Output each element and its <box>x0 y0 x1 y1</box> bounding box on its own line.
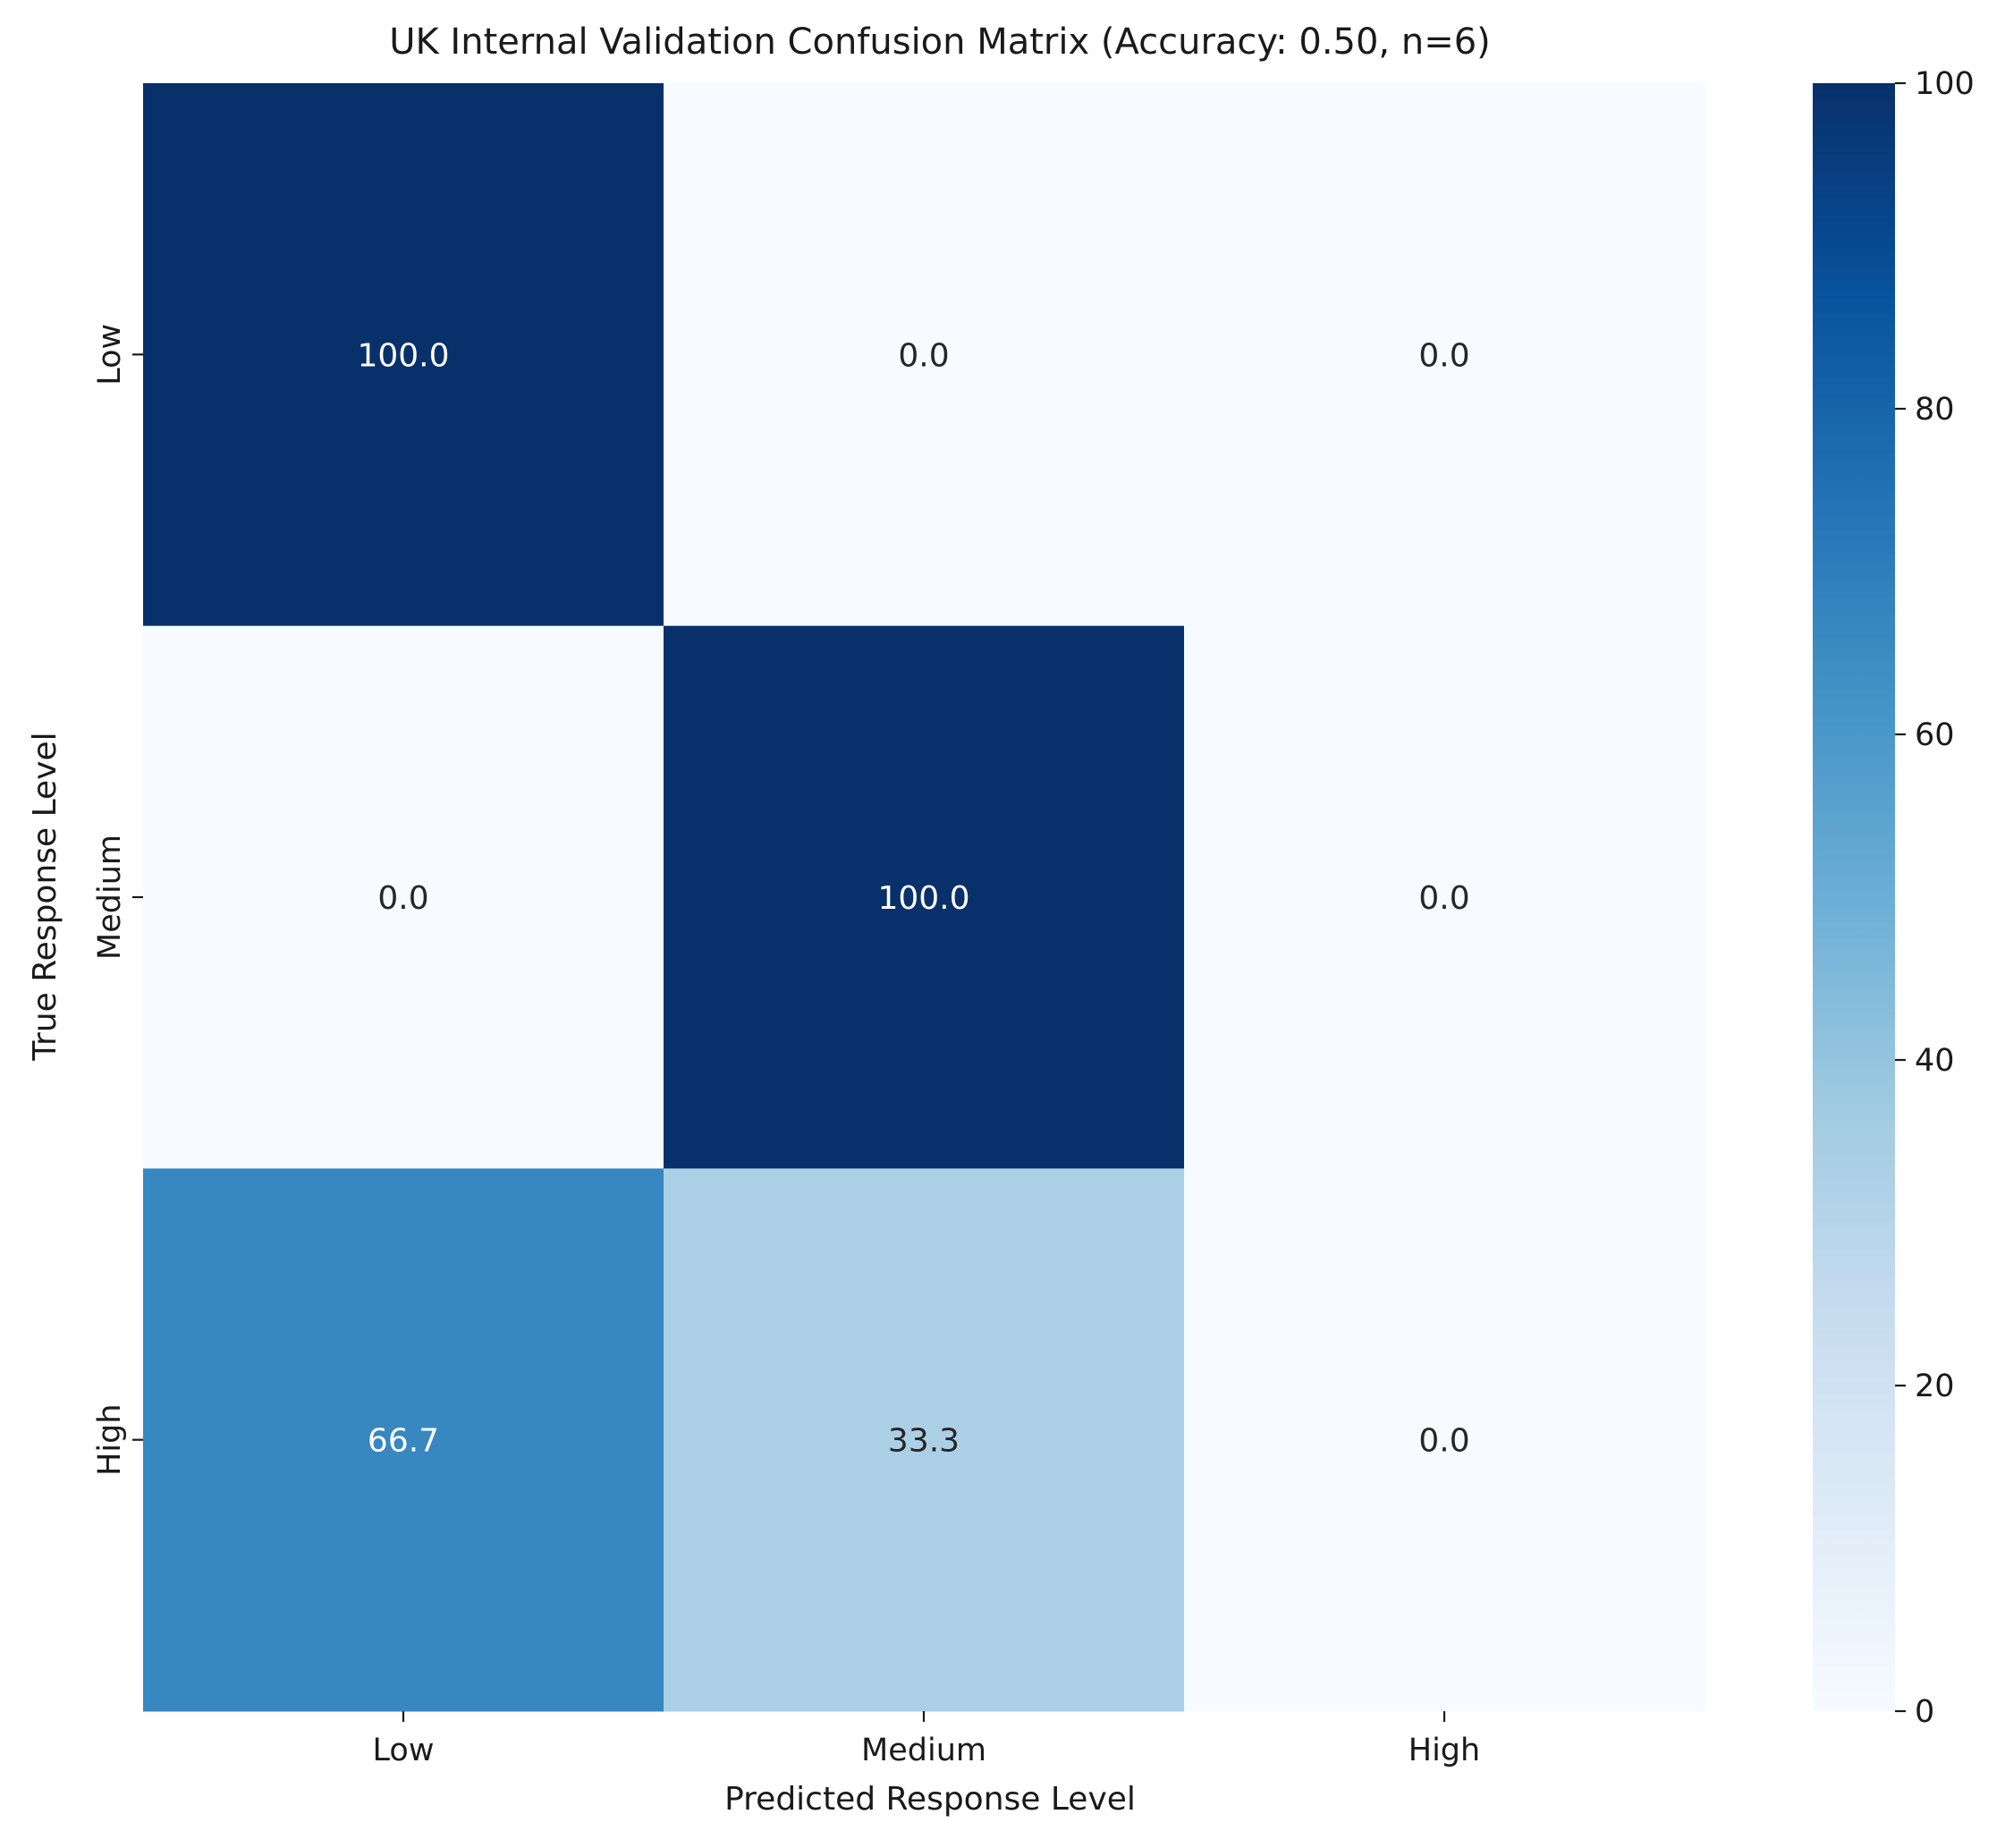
heatmap-cell <box>1184 625 1705 1169</box>
x-tick-label: Low <box>373 1733 435 1768</box>
heatmap-cell <box>1184 1168 1705 1712</box>
heatmap-cell <box>664 625 1185 1169</box>
heatmap-cells <box>143 83 1705 1712</box>
cell-value-label: 0.0 <box>1418 880 1469 917</box>
colorbar-tick-label: 0 <box>1915 1694 1934 1730</box>
colorbar-tick-label: 60 <box>1915 717 1955 753</box>
heatmap-cell <box>664 1168 1185 1712</box>
cell-value-label: 0.0 <box>1418 337 1469 374</box>
colorbar-tick-label: 20 <box>1915 1369 1955 1404</box>
colorbar-tick-label: 40 <box>1915 1043 1955 1079</box>
cell-value-label: 0.0 <box>1418 1423 1469 1460</box>
y-tick-label: Low <box>92 324 128 386</box>
colorbar-tick-label: 100 <box>1915 66 1975 102</box>
y-tick-label: High <box>92 1403 128 1475</box>
heatmap-cell-labels: 100.0 0.0 0.0 0.0 100.0 0.0 66.7 33.3 0.0 <box>357 337 1469 1459</box>
x-tick-label: High <box>1409 1733 1480 1768</box>
colorbar-ticks: 0 20 40 60 80 100 <box>1895 66 1975 1730</box>
x-axis-label: Predicted Response Level <box>724 1781 1136 1818</box>
colorbar-tick-label: 80 <box>1915 392 1955 428</box>
colorbar <box>1813 83 1895 1711</box>
heatmap-cell <box>664 83 1185 627</box>
y-tick-label: Medium <box>92 835 128 960</box>
cell-value-label: 0.0 <box>898 337 949 374</box>
x-axis-ticks: Low Medium High <box>373 1711 1480 1768</box>
cell-value-label: 0.0 <box>377 880 428 917</box>
y-axis-ticks: Low Medium High <box>92 324 143 1476</box>
cell-value-label: 100.0 <box>877 880 969 917</box>
cell-value-label: 66.7 <box>368 1423 439 1460</box>
heatmap-cell <box>143 1168 664 1712</box>
y-axis-label: True Response Level <box>27 732 63 1061</box>
cell-value-label: 33.3 <box>888 1423 960 1460</box>
heatmap-cell <box>143 625 664 1169</box>
cell-value-label: 100.0 <box>357 337 449 374</box>
chart-title: UK Internal Validation Confusion Matrix … <box>389 21 1491 63</box>
x-tick-label: Medium <box>861 1733 986 1768</box>
heatmap-cell <box>143 83 664 627</box>
heatmap-cell <box>1184 83 1705 627</box>
